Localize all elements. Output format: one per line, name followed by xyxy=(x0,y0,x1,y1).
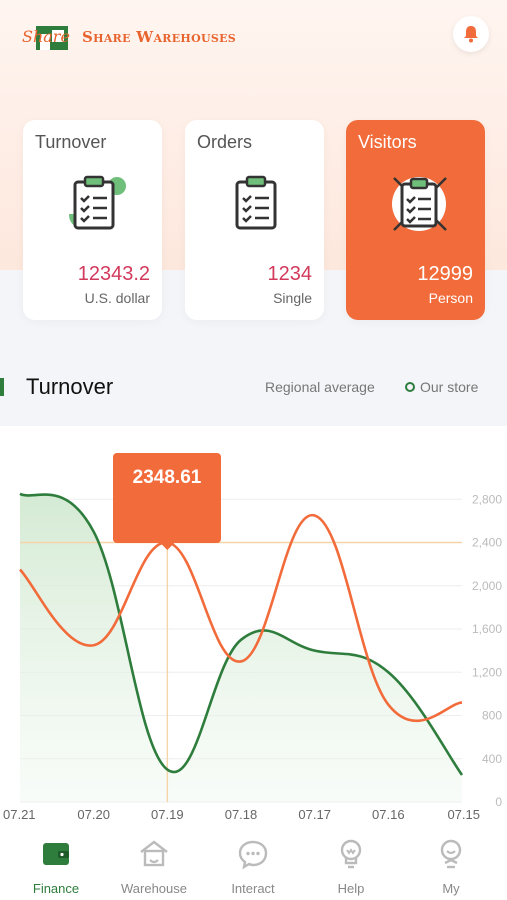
warehouse-icon xyxy=(140,840,168,867)
bell-icon xyxy=(464,26,478,43)
turnover-chart[interactable]: 0 400 800 1,200 1,600 2,000 2,400 2,800 07.21 07.… xyxy=(0,426,507,828)
lightbulb-icon xyxy=(340,839,362,869)
card-title: Orders xyxy=(197,132,253,152)
card-unit: Person xyxy=(428,290,473,306)
clipboard-icon xyxy=(392,177,447,231)
nav-label: Interact xyxy=(231,881,275,896)
legend-dot-icon xyxy=(405,382,415,392)
clipboard-icon xyxy=(69,175,126,230)
y-tick-label: 400 xyxy=(482,752,502,766)
nav-interact[interactable]: Interact xyxy=(213,838,293,896)
warehouse-logo-icon: Share xyxy=(22,20,76,54)
nav-label: Finance xyxy=(32,881,80,896)
brand-name: Share Warehouses xyxy=(82,28,237,46)
y-tick-label: 0 xyxy=(495,795,502,809)
y-tick-label: 2,000 xyxy=(472,579,502,593)
orders-card[interactable]: Orders 1234 Single xyxy=(185,120,324,320)
nav-my[interactable]: My xyxy=(411,838,491,896)
x-tick-label: 07.15 xyxy=(447,807,480,822)
turnover-section-header: Turnover Regional average Our store xyxy=(0,366,507,410)
user-icon xyxy=(440,839,462,869)
legend-our-store[interactable]: Our store xyxy=(405,379,478,395)
x-tick-label: 07.18 xyxy=(225,807,258,822)
nav-label: My xyxy=(442,881,460,896)
nav-label: Warehouse xyxy=(121,881,187,896)
summary-cards: Turnover 12343.2 U.S. dollar Orders 1234… xyxy=(23,120,485,320)
series-line-regional-average xyxy=(19,514,463,722)
legend-regional-average[interactable]: Regional average xyxy=(265,379,375,395)
series-area-fill xyxy=(20,493,462,802)
nav-help[interactable]: Help xyxy=(311,838,391,896)
section-title: Turnover xyxy=(26,374,114,399)
wallet-icon xyxy=(43,843,69,865)
turnover-card[interactable]: Turnover 12343.2 U.S. dollar xyxy=(23,120,162,320)
x-tick-label: 07.17 xyxy=(298,807,331,822)
legend-store-label: Our store xyxy=(420,379,479,395)
y-tick-label: 800 xyxy=(482,709,502,723)
x-tick-label: 07.16 xyxy=(372,807,405,822)
card-unit: U.S. dollar xyxy=(84,290,150,306)
y-tick-label: 2,400 xyxy=(472,536,502,550)
visitors-card[interactable]: Visitors 12999 Person xyxy=(346,120,485,320)
y-tick-label: 1,200 xyxy=(472,665,502,679)
clipboard-icon xyxy=(235,175,277,230)
logo: Share Share Warehouses xyxy=(22,20,236,54)
nav-warehouse[interactable]: Warehouse xyxy=(114,838,194,896)
series-line-our-store xyxy=(19,492,464,776)
line-chart: 0 400 800 1,200 1,600 2,000 2,400 2,800 07.21 07.… xyxy=(3,492,502,822)
x-tick-label: 07.19 xyxy=(151,807,184,822)
brand-script: Share xyxy=(22,27,70,46)
x-tick-label: 07.20 xyxy=(77,807,110,822)
app-header: Share Share Warehouses xyxy=(0,0,507,80)
card-title: Turnover xyxy=(35,132,107,152)
card-unit: Single xyxy=(273,290,312,306)
card-value: 12343.2 xyxy=(77,263,150,285)
nav-finance[interactable]: Finance xyxy=(16,838,96,896)
x-tick-label: 07.21 xyxy=(3,807,36,822)
nav-label: Help xyxy=(337,881,365,896)
notification-button[interactable] xyxy=(453,16,489,52)
chat-icon xyxy=(238,840,268,870)
bottom-nav: Finance Warehouse Interact Help xyxy=(0,828,507,900)
section-accent-bar xyxy=(0,378,4,396)
y-tick-label: 2,800 xyxy=(472,492,502,506)
tooltip-pointer xyxy=(160,543,175,550)
y-tick-label: 1,600 xyxy=(472,622,502,636)
chart-tooltip: 2348.61 xyxy=(113,453,221,543)
card-value: 1234 xyxy=(267,263,313,285)
card-title: Visitors xyxy=(358,132,417,152)
card-value: 12999 xyxy=(417,263,473,285)
